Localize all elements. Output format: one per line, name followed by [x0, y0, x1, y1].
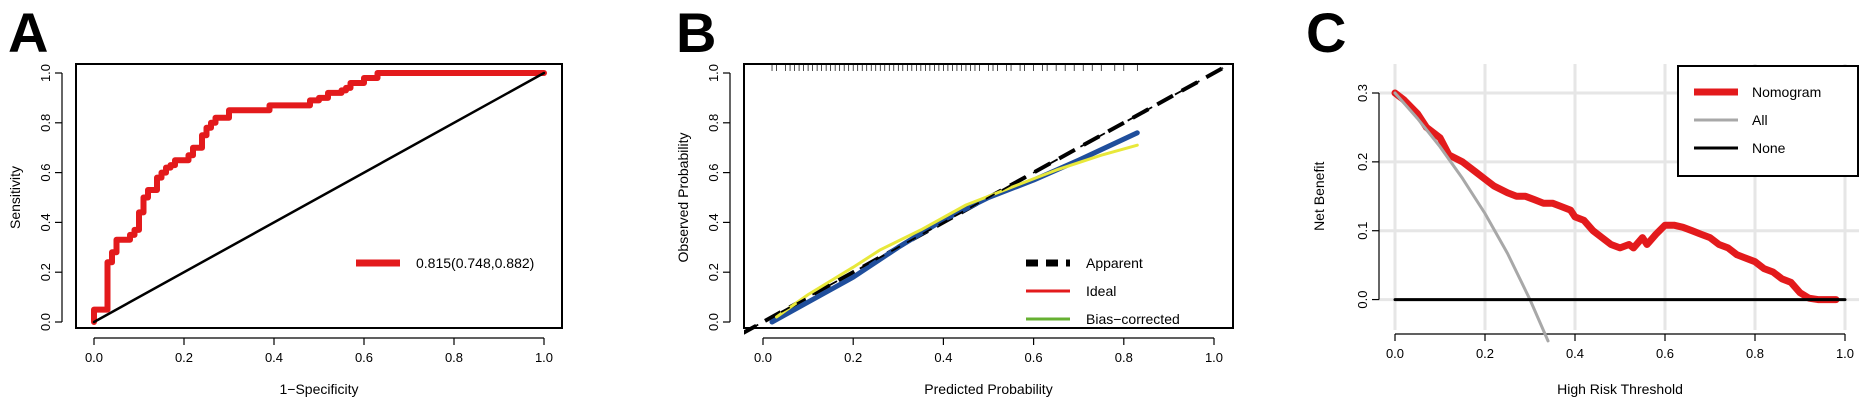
y-axis-label: Observed Probability: [675, 133, 691, 263]
y-tick-label: 0.8: [38, 114, 53, 132]
panel-c-letter: C: [1306, 1, 1346, 64]
series-all: [1393, 91, 1550, 343]
panel-b-calibration-curve: B 0.0 0.2 0.4 0.6 0.8 1.0 Predicted Probabilit…: [675, 1, 1234, 397]
y-tick-label: 0.6: [706, 164, 721, 182]
plot-frame: [75, 63, 563, 329]
series-0-815-0-748-0-882-: [91, 70, 547, 325]
y-tick-label: 1.0: [706, 64, 721, 82]
x-tick-label: 0.0: [85, 350, 103, 365]
panel-b-letter: B: [676, 1, 716, 64]
y-tick-label: 0.0: [1355, 291, 1370, 309]
x-tick-label: 0.2: [175, 350, 193, 365]
x-tick-label: 0.4: [1566, 346, 1584, 361]
y-tick-label: 0.2: [38, 263, 53, 281]
x-tick-label: 0.2: [844, 350, 862, 365]
series-nomogram: [1391, 89, 1840, 304]
x-tick-label: 0.4: [934, 350, 952, 365]
x-axis-label: 1−Specificity: [280, 381, 359, 397]
y-tick-label: 0.4: [38, 213, 53, 231]
legend-label: Nomogram: [1752, 84, 1821, 100]
y-tick-label: 1.0: [38, 64, 53, 82]
x-tick-label: 0.6: [355, 350, 373, 365]
legend-label: Apparent: [1086, 255, 1143, 271]
x-axis-label: High Risk Threshold: [1557, 381, 1683, 397]
y-tick-label: 0.4: [706, 213, 721, 231]
y-axis-label: Net Benefit: [1311, 162, 1327, 231]
x-tick-label: 0.4: [265, 350, 283, 365]
y-tick-label: 0.3: [1355, 84, 1370, 102]
x-tick-label: 0.8: [445, 350, 463, 365]
x-tick-label: 0.8: [1746, 346, 1764, 361]
y-axis-label: Sensitivity: [7, 166, 23, 229]
y-tick-label: 0.2: [1355, 153, 1370, 171]
y-tick-label: 0.2: [706, 263, 721, 281]
x-tick-label: 0.0: [754, 350, 772, 365]
y-tick-label: 0.1: [1355, 222, 1370, 240]
legend-label: Ideal: [1086, 283, 1116, 299]
x-axis-label: Predicted Probability: [924, 381, 1052, 397]
x-tick-label: 0.2: [1476, 346, 1494, 361]
series-reference-diagonal: [92, 71, 546, 324]
y-tick-label: 0.6: [38, 164, 53, 182]
x-tick-label: 0.6: [1025, 350, 1043, 365]
panel-a-letter: A: [8, 1, 48, 64]
x-tick-label: 0.8: [1115, 350, 1133, 365]
legend-label: All: [1752, 112, 1768, 128]
y-tick-label: 0.0: [38, 313, 53, 331]
legend-label: 0.815(0.748,0.882): [416, 255, 534, 271]
series-bias-corrected: [775, 143, 1139, 319]
legend-label: None: [1752, 140, 1786, 156]
legend-label: Bias−corrected: [1086, 311, 1180, 327]
x-tick-label: 0.0: [1386, 346, 1404, 361]
y-tick-label: 0.8: [706, 114, 721, 132]
ideal-diagonal: [749, 67, 1224, 331]
x-tick-label: 0.6: [1656, 346, 1674, 361]
panel-c-decision-curve: C 0.0 0.2 0.4 0.6 0.8 1.0 High Risk Threshold 0…: [1306, 1, 1859, 397]
x-tick-label: 1.0: [1836, 346, 1854, 361]
panel-a-roc-curve: A 0.0 0.2 0.4 0.6 0.8 1.0 1−Specificity 0.0 0.2 0…: [7, 1, 563, 397]
y-tick-label: 0.0: [706, 313, 721, 331]
x-tick-label: 1.0: [1205, 350, 1223, 365]
x-tick-label: 1.0: [535, 350, 553, 365]
